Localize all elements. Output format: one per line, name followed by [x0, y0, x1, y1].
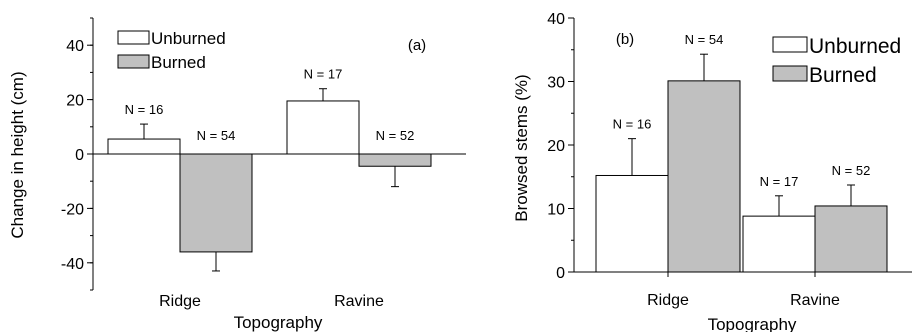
legend-swatch-burned	[117, 54, 150, 69]
legend-swatch-unburned	[772, 36, 808, 53]
panel-b-y-ticks: 0 10 20 30 40	[547, 11, 574, 282]
y-tick-label: 0	[75, 147, 84, 164]
n-label: N = 16	[125, 102, 164, 117]
y-tick-label: 40	[547, 11, 565, 28]
panel-b-legend: Unburned Burned	[772, 35, 901, 87]
y-tick-label: 20	[547, 138, 565, 155]
y-tick-label: 0	[556, 265, 565, 282]
panel-a-y-ticks: -40 -20 0 20 40	[61, 17, 93, 291]
bar-burned-ridge	[667, 80, 741, 273]
panel-a-legend: Unburned Burned	[117, 29, 226, 72]
legend-label-unburned: Unburned	[151, 29, 226, 48]
chart-panel-a: Change in height (cm) Topography (a) -40…	[8, 17, 466, 332]
n-label: N = 52	[376, 128, 415, 143]
bar-unburned-ravine	[286, 100, 360, 155]
bar-burned-ravine	[358, 153, 432, 167]
y-tick-label: 20	[66, 93, 84, 110]
n-label: N = 54	[197, 128, 236, 143]
legend-swatch-burned	[772, 65, 808, 82]
bar-burned-ravine	[814, 205, 888, 273]
n-label: N = 52	[832, 163, 871, 178]
y-tick-label: -40	[61, 256, 84, 273]
panel-a-category-labels: Ridge Ravine	[159, 293, 384, 310]
panel-b-ylabel: Browsed stems (%)	[512, 74, 531, 221]
bar-unburned-ravine	[742, 215, 816, 273]
legend-label-unburned: Unburned	[809, 35, 901, 58]
y-tick-label: 40	[66, 38, 84, 55]
y-tick-label: 30	[547, 75, 565, 92]
legend-swatch-unburned	[117, 30, 150, 45]
y-tick-label: 10	[547, 202, 565, 219]
panel-a-xlabel: Topography	[234, 313, 323, 332]
x-tick-label: Ravine	[334, 293, 384, 310]
x-tick-label: Ridge	[159, 293, 201, 310]
panel-b-bars: N = 16 N = 54 N = 17 N = 52	[595, 32, 888, 273]
x-tick-label: Ravine	[790, 292, 840, 309]
panel-b-xlabel: Topography	[708, 315, 797, 332]
panel-b-tag: (b)	[616, 31, 634, 48]
chart-panel-b: Browsed stems (%) Topography (b) 0 10 20 30…	[512, 11, 912, 332]
bar-burned-ridge	[179, 153, 253, 253]
n-label: N = 16	[613, 117, 652, 132]
x-tick-label: Ridge	[647, 292, 689, 309]
bar-unburned-ridge	[107, 138, 181, 155]
legend-label-burned: Burned	[809, 64, 877, 87]
bar-unburned-ridge	[595, 174, 669, 273]
panel-b-category-labels: Ridge Ravine	[647, 272, 840, 309]
n-label: N = 54	[685, 32, 724, 47]
n-label: N = 17	[304, 67, 343, 82]
panel-a-tag: (a)	[408, 37, 426, 54]
n-label: N = 17	[760, 174, 799, 189]
legend-label-burned: Burned	[151, 53, 206, 72]
y-tick-label: -20	[61, 201, 84, 218]
panel-a-ylabel: Change in height (cm)	[8, 71, 27, 238]
panel-a-bars: N = 16 N = 54 N = 17 N = 52	[107, 67, 432, 272]
